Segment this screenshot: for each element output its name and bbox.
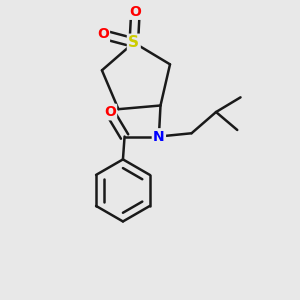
Text: S: S: [128, 35, 139, 50]
Text: O: O: [97, 27, 109, 41]
Text: O: O: [130, 4, 141, 19]
Text: O: O: [104, 105, 116, 119]
Text: N: N: [153, 130, 165, 143]
